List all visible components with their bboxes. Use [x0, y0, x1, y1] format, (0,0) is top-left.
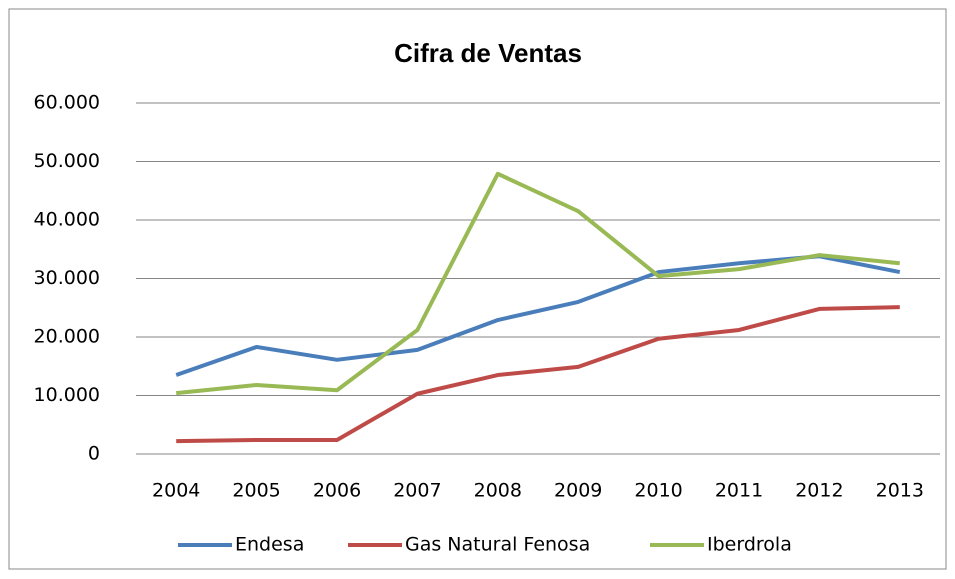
y-tick-label: 0: [88, 443, 100, 465]
chart-title: Cifra de Ventas: [394, 38, 582, 68]
y-tick-label: 50.000: [34, 150, 100, 172]
x-tick-label: 2011: [715, 480, 763, 502]
x-tick-label: 2004: [152, 480, 200, 502]
x-tick-label: 2007: [393, 480, 441, 502]
legend-label: Endesa: [235, 534, 304, 556]
legend-label: Iberdrola: [707, 534, 792, 556]
y-tick-label: 20.000: [34, 326, 100, 348]
x-tick-label: 2013: [876, 480, 924, 502]
x-tick-label: 2010: [634, 480, 682, 502]
y-tick-label: 10.000: [34, 384, 100, 406]
x-tick-label: 2005: [232, 480, 280, 502]
y-tick-label: 40.000: [34, 209, 100, 231]
x-tick-label: 2008: [474, 480, 522, 502]
series-line: [175, 171, 901, 396]
chart-border: [8, 8, 947, 570]
x-tick-label: 2009: [554, 480, 602, 502]
series-line: [175, 254, 901, 377]
y-tick-label: 60.000: [34, 92, 100, 114]
legend-label: Gas Natural Fenosa: [405, 534, 590, 556]
x-tick-label: 2012: [795, 480, 843, 502]
x-tick-label: 2006: [313, 480, 361, 502]
y-tick-label: 30.000: [34, 267, 100, 289]
series-line: [176, 305, 900, 444]
